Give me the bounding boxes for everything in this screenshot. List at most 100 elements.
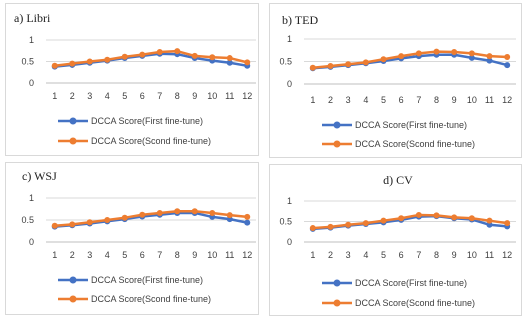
y-tick-label: 1 xyxy=(287,196,292,206)
x-tick-label: 12 xyxy=(502,250,512,260)
chart-title: b) TED xyxy=(282,13,318,27)
x-tick-label: 7 xyxy=(416,95,421,105)
x-tick-label: 11 xyxy=(225,91,234,101)
data-point xyxy=(468,215,475,222)
x-tick-label: 7 xyxy=(416,250,421,260)
chart-panel-cv: d) CV 0 0.5 1 1 2 3 4 5 6 7 8 9 10 11 12 DCCA Score(Firs… xyxy=(269,164,522,316)
x-tick-label: 2 xyxy=(328,250,333,260)
x-tick-label: 1 xyxy=(52,250,57,260)
data-point xyxy=(51,222,58,229)
legend-label: DCCA Score(First fine-tune) xyxy=(355,278,467,288)
x-tick-label: 4 xyxy=(363,250,368,260)
x-tick-label: 2 xyxy=(70,250,75,260)
data-point xyxy=(174,48,181,55)
chart-title: d) CV xyxy=(383,173,413,187)
data-point xyxy=(415,211,422,218)
x-tick-label: 8 xyxy=(175,91,180,101)
data-point xyxy=(51,62,58,69)
legend-marker xyxy=(69,276,77,284)
y-tick-label: 1 xyxy=(29,35,34,45)
data-point xyxy=(209,54,216,61)
data-point xyxy=(398,215,405,222)
legend-label: DCCA Score(Scond fine-tune) xyxy=(91,294,211,304)
x-tick-label: 9 xyxy=(452,95,457,105)
data-point xyxy=(398,53,405,60)
data-point xyxy=(486,57,493,64)
data-point xyxy=(468,54,475,61)
data-point xyxy=(121,214,128,221)
legend-label: DCCA Score(Scond fine-tune) xyxy=(355,139,475,149)
x-tick-label: 11 xyxy=(225,250,234,260)
x-tick-label: 4 xyxy=(105,250,110,260)
x-tick-label: 1 xyxy=(310,95,315,105)
y-tick-label: 0.5 xyxy=(21,57,34,67)
data-point xyxy=(468,50,475,57)
data-point xyxy=(486,53,493,60)
data-point xyxy=(226,55,233,62)
y-tick-label: 1 xyxy=(29,193,34,203)
x-tick-label: 6 xyxy=(399,250,404,260)
legend-label: DCCA Score(First fine-tune) xyxy=(91,116,203,126)
legend-marker xyxy=(69,137,77,145)
legend-marker xyxy=(69,295,77,303)
data-point xyxy=(86,58,93,65)
legend-label: DCCA Score(Scond fine-tune) xyxy=(355,298,475,308)
x-tick-label: 9 xyxy=(192,250,197,260)
data-point xyxy=(380,217,387,224)
x-tick-label: 10 xyxy=(207,91,217,101)
data-point xyxy=(451,214,458,221)
x-tick-label: 10 xyxy=(467,250,477,260)
legend-marker xyxy=(69,117,77,125)
chart-panel-wsj: c) WSJ 0 0.5 1 1 2 3 4 5 6 7 8 9 10 11 12 DCCA Score(Fir… xyxy=(5,162,259,315)
data-point xyxy=(362,59,369,66)
x-tick-label: 4 xyxy=(363,95,368,105)
data-point xyxy=(191,208,198,215)
x-tick-label: 1 xyxy=(310,250,315,260)
chart-title: a) Libri xyxy=(14,11,51,25)
data-point xyxy=(345,61,352,68)
data-point xyxy=(209,209,216,216)
data-point xyxy=(504,220,511,227)
x-tick-label: 9 xyxy=(192,91,197,101)
data-point xyxy=(451,49,458,56)
y-tick-label: 0.5 xyxy=(21,215,34,225)
data-point xyxy=(433,48,440,55)
x-tick-label: 6 xyxy=(140,250,145,260)
data-point xyxy=(226,59,233,66)
data-point xyxy=(309,64,316,71)
data-point xyxy=(156,49,163,56)
data-point xyxy=(104,56,111,63)
data-point xyxy=(104,217,111,223)
x-tick-label: 9 xyxy=(452,250,457,260)
x-tick-label: 12 xyxy=(502,95,512,105)
data-point xyxy=(139,51,146,58)
data-point xyxy=(433,212,440,219)
x-tick-label: 7 xyxy=(157,250,162,260)
y-tick-label: 0.5 xyxy=(279,217,292,227)
x-tick-label: 5 xyxy=(381,250,386,260)
chart-panel-ted: b) TED 0 0.5 1 1 2 3 4 5 6 7 8 9 10 11 12 DCCA Score(Fir… xyxy=(269,3,522,158)
data-point xyxy=(191,52,198,59)
x-tick-label: 11 xyxy=(485,95,494,105)
x-tick-label: 3 xyxy=(87,91,92,101)
data-point xyxy=(69,60,76,67)
data-point xyxy=(327,223,334,230)
data-point xyxy=(327,63,334,69)
data-point xyxy=(415,50,422,57)
data-point xyxy=(504,62,511,69)
data-point xyxy=(362,220,369,227)
y-tick-label: 0 xyxy=(287,79,292,89)
x-tick-label: 3 xyxy=(346,250,351,260)
data-point xyxy=(139,211,146,218)
x-tick-label: 8 xyxy=(434,250,439,260)
x-tick-label: 11 xyxy=(485,250,494,260)
x-tick-label: 1 xyxy=(52,91,57,101)
data-point xyxy=(486,217,493,224)
data-point xyxy=(86,219,93,226)
x-tick-label: 10 xyxy=(467,95,477,105)
x-tick-label: 8 xyxy=(434,95,439,105)
y-tick-label: 1 xyxy=(287,34,292,44)
